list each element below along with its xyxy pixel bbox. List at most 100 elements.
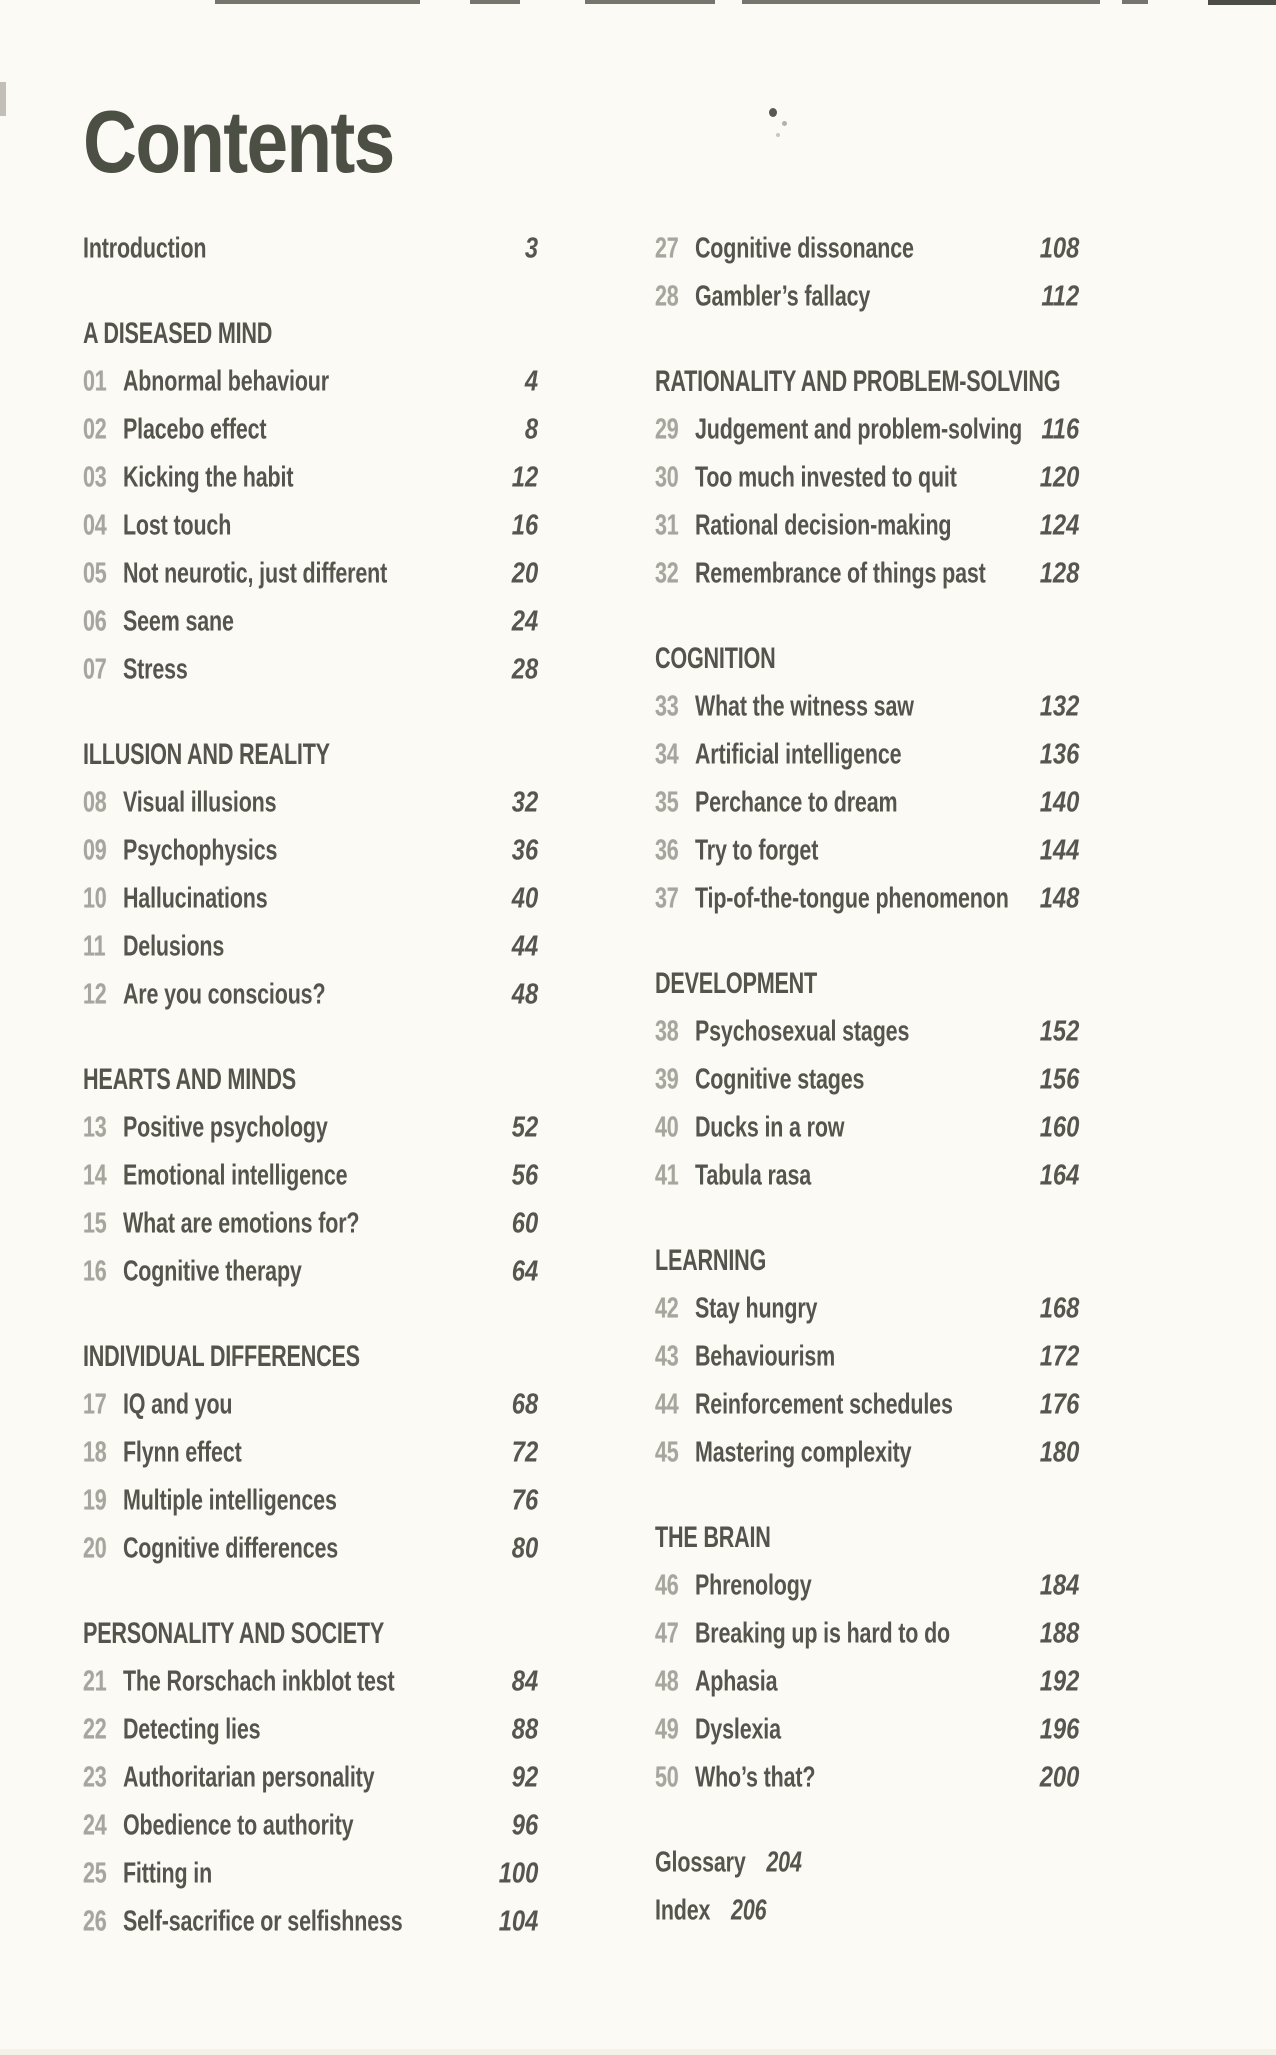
- chapter-title: Stress: [122, 653, 188, 686]
- chapter-number: 19: [83, 1484, 107, 1517]
- chapter-number: 28: [655, 280, 679, 313]
- scan-artifact-bar: [585, 0, 715, 4]
- toc-section: A DISEASED MIND 01 Abnormal behaviour 4 02 Pl…: [83, 310, 538, 694]
- backmatter-title: Glossary: [655, 1846, 746, 1879]
- toc-entry: 38 Psychosexual stages 152: [655, 1008, 1079, 1056]
- page-number: 124: [1039, 509, 1079, 542]
- toc-entry-text: 01 Abnormal behaviour: [83, 366, 329, 399]
- toc-entry-text: 21 The Rorschach inkblot test: [83, 1666, 395, 1699]
- page-number: 152: [1039, 1015, 1079, 1048]
- page-number: 4: [524, 365, 538, 398]
- chapter-title: Gambler’s fallacy: [694, 280, 871, 313]
- toc-entry-text: 28 Gambler’s fallacy: [655, 281, 870, 314]
- toc-entry-text: 43 Behaviourism: [655, 1341, 835, 1374]
- toc-entry-text: 32 Remembrance of things past: [655, 558, 986, 591]
- toc-entry: 39 Cognitive stages 156: [655, 1056, 1079, 1104]
- toc-entry-text: 41 Tabula rasa: [655, 1160, 811, 1193]
- page-number: 148: [1039, 882, 1079, 915]
- page-number: 88: [511, 1713, 538, 1746]
- chapter-title: The Rorschach inkblot test: [122, 1665, 395, 1698]
- section-header: INDIVIDUAL DIFFERENCES: [83, 1333, 538, 1381]
- page-number: 140: [1039, 786, 1079, 819]
- chapter-number: 47: [655, 1617, 679, 1650]
- section-header-label: RATIONALITY AND PROBLEM-SOLVING: [655, 365, 1061, 398]
- toc-entry: 03 Kicking the habit 12: [83, 454, 538, 502]
- chapter-title: Visual illusions: [122, 786, 277, 819]
- scan-artifact-bar: [215, 0, 420, 4]
- chapter-number: 07: [83, 653, 107, 686]
- page-number: 188: [1039, 1617, 1079, 1650]
- page-number: 52: [511, 1111, 538, 1144]
- chapter-title: Mastering complexity: [694, 1436, 912, 1469]
- chapter-number: 50: [655, 1761, 679, 1794]
- chapter-title: Abnormal behaviour: [122, 365, 329, 398]
- chapter-number: 46: [655, 1569, 679, 1602]
- chapter-number: 04: [83, 509, 107, 542]
- scan-smudge: [0, 82, 6, 116]
- toc-section: COGNITION 33 What the witness saw 132 34 Arti…: [655, 635, 1079, 923]
- chapter-title: Detecting lies: [122, 1713, 261, 1746]
- toc-entry: 08 Visual illusions 32: [83, 779, 538, 827]
- page-number: 120: [1039, 461, 1079, 494]
- chapter-number: 40: [655, 1111, 679, 1144]
- toc-entry-text: 39 Cognitive stages: [655, 1064, 864, 1097]
- scan-artifact-bar: [1122, 0, 1148, 4]
- page-number: 48: [511, 978, 538, 1011]
- toc-entry-text: 35 Perchance to dream: [655, 786, 898, 820]
- toc-entry-text: 29 Judgement and problem-solving: [655, 414, 1022, 447]
- toc-entry-text: 24 Obedience to authority: [83, 1810, 354, 1843]
- toc-entry-text: 49 Dyslexia: [655, 1714, 781, 1747]
- chapter-number: 33: [655, 690, 679, 723]
- toc-section: ILLUSION AND REALITY 08 Visual illusions 32…: [83, 731, 538, 1019]
- chapter-title: Breaking up is hard to do: [694, 1617, 951, 1650]
- section-header-label: LEARNING: [655, 1244, 767, 1277]
- backmatter: Glossary 204 Index 206: [655, 1839, 1079, 1935]
- toc-entry: 36 Try to forget 144: [655, 827, 1079, 875]
- chapter-number: 32: [655, 557, 679, 590]
- toc-entry: 24 Obedience to authority 96: [83, 1802, 538, 1850]
- toc-entry: 12 Are you conscious? 48: [83, 971, 538, 1019]
- section-header-label: A DISEASED MIND: [83, 317, 273, 350]
- toc-entry: 47 Breaking up is hard to do 188: [655, 1610, 1079, 1658]
- chapter-number: 37: [655, 882, 679, 915]
- toc-entry: 37 Tip-of-the-tongue phenomenon 148: [655, 875, 1079, 923]
- toc-entry: 31 Rational decision-making 124: [655, 502, 1079, 550]
- backmatter-title: Index: [655, 1894, 711, 1927]
- page-number: 128: [1039, 557, 1079, 590]
- chapter-title: Judgement and problem-solving: [694, 413, 1023, 446]
- chapter-title: Cognitive stages: [694, 1063, 865, 1096]
- toc-entry-text: 03 Kicking the habit: [83, 462, 293, 495]
- toc-entry-text: 36 Try to forget: [655, 835, 818, 868]
- chapter-title: Ducks in a row: [694, 1111, 845, 1144]
- toc-section: PERSONALITY AND SOCIETY 21 The Rorschach i…: [83, 1610, 538, 1946]
- toc-entry-text: 09 Psychophysics: [83, 835, 277, 868]
- chapter-number: 17: [83, 1388, 107, 1421]
- chapter-number: 08: [83, 786, 107, 819]
- toc-entry-text: 44 Reinforcement schedules: [655, 1389, 953, 1422]
- page-number: 28: [511, 653, 538, 686]
- toc-entry: 35 Perchance to dream 140: [655, 779, 1079, 827]
- chapter-title: Perchance to dream: [694, 786, 898, 819]
- toc-entry: 09 Psychophysics 36: [83, 827, 538, 875]
- toc-entry-text: 42 Stay hungry: [655, 1293, 817, 1326]
- chapter-title: Tabula rasa: [694, 1159, 812, 1192]
- page-number: 24: [511, 605, 538, 638]
- toc-entry-text: 46 Phrenology: [655, 1570, 812, 1603]
- page-number: 100: [498, 1857, 538, 1890]
- chapter-number: 44: [655, 1388, 679, 1421]
- chapter-number: 21: [83, 1665, 107, 1698]
- page-number: 56: [511, 1159, 538, 1192]
- chapter-number: 09: [83, 834, 107, 867]
- chapter-number: 03: [83, 461, 107, 494]
- chapter-number: 25: [83, 1857, 107, 1890]
- chapter-title: Lost touch: [122, 509, 232, 542]
- toc-column-left: Introduction 3 A DISEASED MIND 01 Abnormal b…: [83, 225, 538, 1946]
- toc-entry: 11 Delusions 44: [83, 923, 538, 971]
- toc-entry-text: 20 Cognitive differences: [83, 1533, 338, 1566]
- chapter-title: Stay hungry: [694, 1292, 818, 1325]
- chapter-title: Placebo effect: [122, 413, 267, 446]
- toc-entry: 50 Who’s that? 200: [655, 1754, 1079, 1802]
- toc-entry: 25 Fitting in 100: [83, 1850, 538, 1898]
- page-number: 116: [1041, 413, 1079, 446]
